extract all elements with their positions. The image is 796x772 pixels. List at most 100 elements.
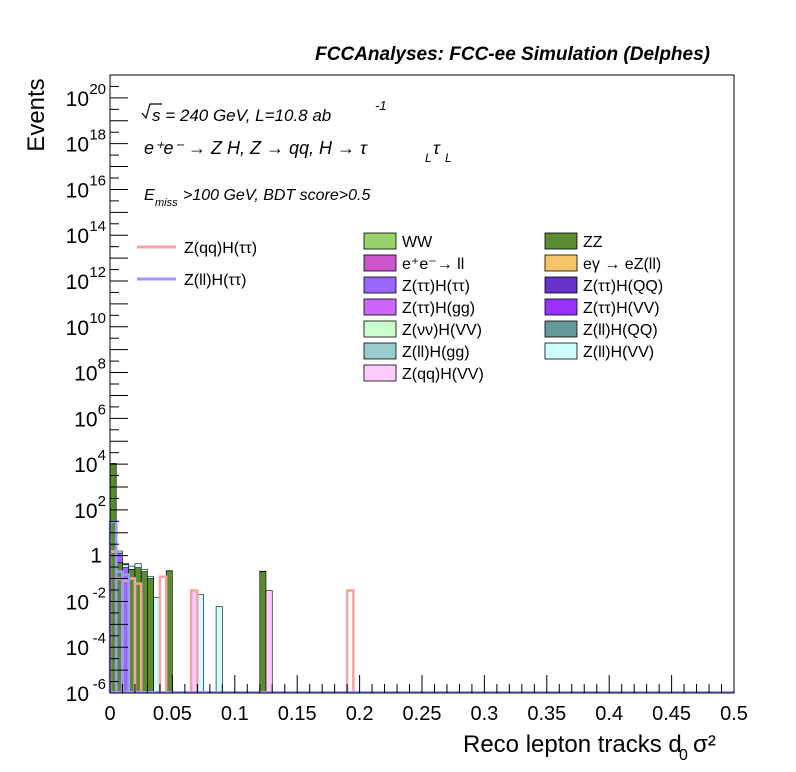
signal-z-qq-h-bin-5 — [158, 575, 168, 693]
y-tick-exponent: 4 — [98, 447, 106, 464]
legend-swatch-e-ez-ll — [544, 254, 578, 272]
y-tick-base: 10 — [66, 134, 89, 157]
bar-z-ll-h-vv-bin-8 — [165, 570, 173, 572]
x-tick-label: 0.25 — [403, 703, 442, 725]
legend-swatch-z-h-vv — [544, 298, 578, 316]
legend-swatch-z-ll-h-gg — [363, 342, 397, 360]
process-tau-2: τ — [433, 138, 441, 158]
y-tick-exponent: 10 — [89, 310, 106, 327]
x-axis-label-tail: σ² — [693, 731, 716, 758]
legend-label-z-ll-h-vv: Z(ll)H(VV) — [583, 344, 654, 361]
y-tick-base: 10 — [66, 88, 89, 111]
legend-label-z-qq-h: Z(qq)H(ττ) — [184, 240, 257, 257]
y-tick-exponent: -6 — [93, 676, 106, 693]
y-tick-exponent: 20 — [89, 81, 106, 98]
x-axis-label-main: Reco lepton tracks d — [463, 731, 682, 758]
x-axis-label-sub: 0 — [679, 747, 688, 764]
y-tick-base: 10 — [74, 408, 97, 431]
annotation-cuts: E miss >100 GeV, BDT score>0.5 — [144, 187, 370, 209]
x-tick-label: 0 — [104, 703, 115, 725]
y-tick-exponent: 8 — [98, 356, 106, 373]
x-tick-label: 0.45 — [652, 703, 691, 725]
y-tick-base: 10 — [66, 683, 89, 706]
emiss-sub: miss — [155, 197, 178, 209]
y-tick-base: 10 — [74, 500, 97, 523]
x-axis-ticks: 0 0.05 0.1 0.15 0.2 0.25 0.3 0.35 0.4 0.45 0.5 — [104, 675, 748, 725]
y-tick-exponent: 12 — [89, 264, 106, 281]
x-tick-label: 0.3 — [470, 703, 498, 725]
annotation-sqrt-s: s = 240 GeV, L=10.8 ab -1 — [141, 98, 387, 125]
y-tick-label: 1 — [90, 545, 102, 568]
x-tick-label: 0.5 — [720, 703, 748, 725]
y-tick-base: 10 — [66, 637, 89, 660]
signal-z-qq-h-bin-6 — [189, 589, 199, 693]
y-axis-label: Events — [23, 78, 50, 151]
legend-label-z-h: Z(ττ)H(ττ) — [402, 278, 470, 295]
signal-z-qq-h-bin-7 — [345, 589, 355, 693]
sqrt-symbol — [141, 103, 162, 120]
legend-swatch-z-h-vv — [363, 320, 397, 338]
legend-label-z-ll-h-qq: Z(ll)H(QQ) — [583, 322, 658, 339]
bar-zz-bin-12 — [259, 571, 267, 694]
x-axis-label: Reco lepton tracks d 0 σ² — [463, 731, 716, 764]
y-axis-ticks: -610-410-2101210410610810101012101410161… — [66, 74, 128, 706]
y-tick-exponent: 14 — [89, 218, 106, 235]
legend-swatch-z-h-gg — [363, 298, 397, 316]
legend-label-z-h-vv: Z(ττ)H(VV) — [583, 300, 660, 317]
lumi-exponent: -1 — [375, 98, 387, 113]
bar-z-ll-h-vv-bin-2 — [122, 564, 130, 568]
legend-label-z-ll-h: Z(ll)H(ττ) — [184, 272, 246, 289]
cuts-text: >100 GeV, BDT score>0.5 — [183, 187, 370, 204]
y-tick-exponent: 16 — [89, 172, 106, 189]
bar-z-ll-h-vv-bin-4 — [134, 563, 142, 568]
legend-swatch-z-qq-h-vv — [363, 364, 397, 382]
y-tick-exponent: -4 — [93, 630, 106, 647]
x-tick-label: 0.15 — [278, 703, 317, 725]
legend-background: WW ZZ e⁺e⁻→ ll eγ → eZ(ll) Z(ττ)H(ττ) Z(ττ)H(… — [363, 232, 663, 383]
bar-z-ll-h-vv-bin-5 — [140, 569, 148, 572]
sqrt-s-text: s = 240 GeV, L=10.8 ab — [152, 106, 331, 125]
chart-header: FCCAnalyses: FCC-ee Simulation (Delphes) — [315, 44, 710, 65]
x-tick-label: 0.2 — [346, 703, 374, 725]
bar-z-ll-h-vv-bin-12 — [259, 570, 267, 572]
bar-z-ll-h-vv-bin-3 — [128, 565, 136, 570]
legend-swatch-e-e-ll — [363, 254, 397, 272]
legend-label-ww: WW — [402, 234, 433, 251]
legend-swatch-zz — [544, 232, 578, 250]
process-sub-2: L — [445, 151, 452, 165]
legend-label-z-ll-h-gg: Z(ll)H(gg) — [402, 344, 470, 361]
bar-zz-bin-2 — [122, 563, 130, 566]
y-tick-base: 10 — [74, 454, 97, 477]
y-tick-base: 10 — [66, 271, 89, 294]
legend-signal: Z(qq)H(ττ) Z(ll)H(ττ) — [137, 240, 257, 289]
x-tick-label: 0.1 — [221, 703, 249, 725]
bar-z-ll-h-vv-bin-6 — [147, 576, 154, 579]
x-tick-label: 0.05 — [153, 703, 192, 725]
bar-zz-bin-6 — [147, 578, 154, 694]
legend-swatch-z-h — [363, 276, 397, 294]
y-tick-base: 10 — [66, 179, 89, 202]
y-tick-exponent: -2 — [93, 584, 106, 601]
emiss-text: E — [144, 187, 155, 204]
process-sub-1: L — [425, 151, 432, 165]
signal-z-ll-h-bin-2 — [121, 573, 130, 693]
bar-z-qq-h-vv-bin-13 — [265, 590, 273, 694]
y-tick-base: 10 — [66, 225, 89, 248]
legend-label-e-ez-ll: eγ → eZ(ll) — [583, 256, 661, 273]
legend-swatch-ww — [363, 232, 397, 250]
legend-label-z-h-qq: Z(ττ)H(QQ) — [583, 278, 663, 295]
x-tick-label: 0.35 — [527, 703, 566, 725]
legend-swatch-z-ll-h-qq — [544, 320, 578, 338]
y-tick-exponent: 18 — [89, 127, 106, 144]
legend-swatch-z-h-qq — [544, 276, 578, 294]
signal-z-qq-h-bin-4 — [133, 582, 143, 693]
y-tick-exponent: 6 — [98, 401, 106, 418]
y-tick-base: 10 — [66, 317, 89, 340]
legend-label-zz: ZZ — [583, 234, 603, 251]
legend-label-z-qq-h-vv: Z(qq)H(VV) — [402, 366, 484, 383]
annotation-process: e⁺e⁻ → Z H, Z → qq, H → τ L τ L — [144, 138, 452, 165]
legend-label-e-e-ll: e⁺e⁻→ ll — [402, 256, 464, 273]
bar-z-ll-h-vv-bin-11 — [215, 606, 223, 694]
legend-label-z-h-vv: Z(νν)H(VV) — [402, 322, 482, 339]
